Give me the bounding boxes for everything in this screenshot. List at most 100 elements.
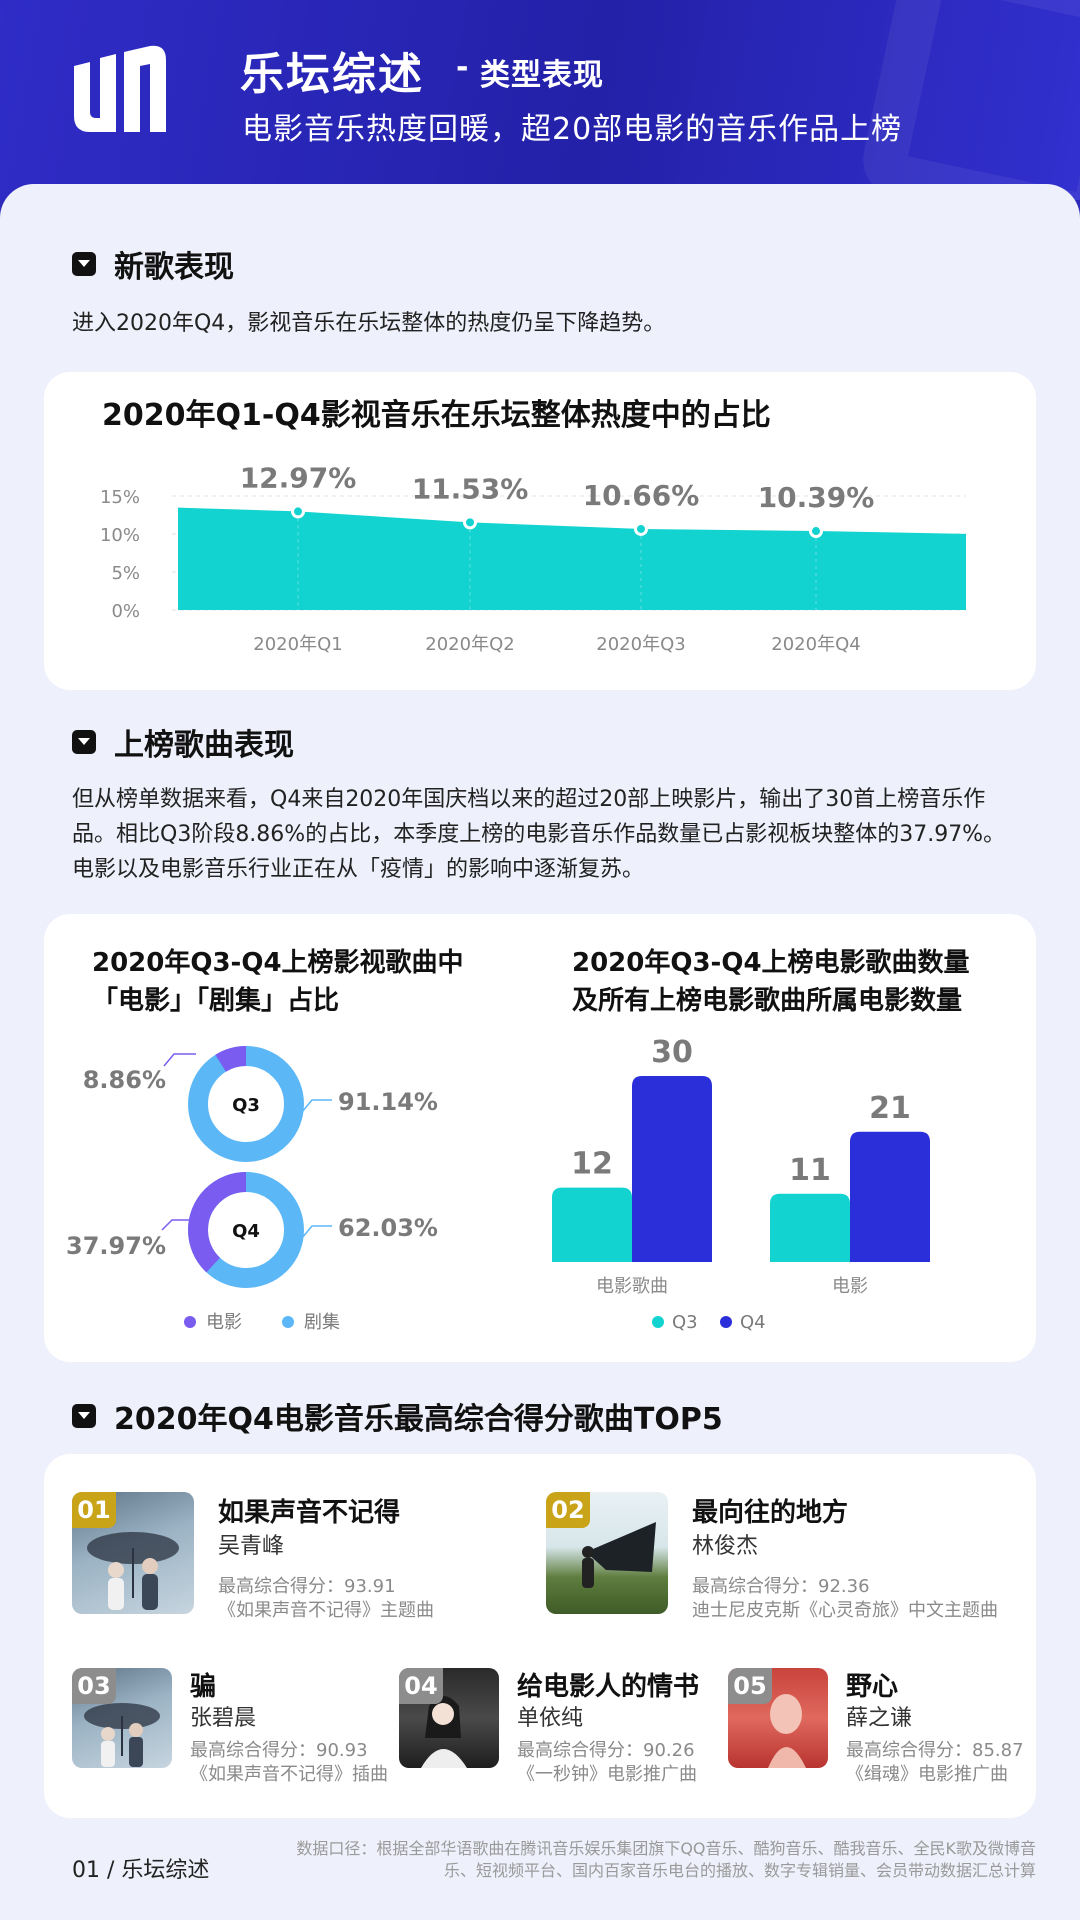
section-new-songs-heading: 新歌表现: [72, 242, 234, 286]
song-note: 《如果声音不记得》主题曲: [218, 1600, 434, 1621]
song-score: 最高综合得分：90.26: [517, 1740, 695, 1761]
album-cover: 05: [728, 1668, 828, 1768]
donut-chart-title-line1: 2020年Q3-Q4上榜影视歌曲中: [92, 948, 464, 978]
header-decoration: [855, 0, 1080, 200]
share-trend-card: 2020年Q1-Q4影视音乐在乐坛整体热度中的占比 0% 5% 10% 15% 12.9…: [44, 372, 1036, 690]
album-cover: 04: [399, 1668, 499, 1768]
leader-line: [301, 1099, 332, 1113]
section-title: 2020年Q4电影音乐最高综合得分歌曲TOP5: [114, 1402, 723, 1437]
song-title: 骗: [190, 1672, 217, 1702]
donut-movie-slice: [188, 1046, 304, 1162]
bar-value-label: 21: [869, 1091, 911, 1126]
top5-item-1[interactable]: 01 如果声音不记得 吴青峰 最高综合得分：93.91 《如果声音不记得》主题曲: [72, 1492, 512, 1622]
top5-item-5[interactable]: 05 野心 薛之谦 最高综合得分：85.87 《缉魂》电影推广曲: [728, 1668, 1028, 1785]
rank-badge: 05: [728, 1668, 772, 1704]
section-new-songs-text: 进入2020年Q4，影视音乐在乐坛整体的热度仍呈下降趋势。: [72, 311, 666, 336]
data-point: [294, 507, 302, 516]
top5-item-3[interactable]: 03 骗 张碧晨 最高综合得分：90.93 《如果声音不记得》插曲: [72, 1668, 388, 1785]
cover-art: [84, 1703, 160, 1767]
legend-label: 剧集: [304, 1312, 340, 1333]
movie-song-bar-chart: 12 30 电影歌曲 11 21 电影 Q3 Q4: [552, 1035, 930, 1333]
donut-chart-title: 2020年Q3-Q4上榜影视歌曲中 「电影」「剧集」占比: [92, 944, 464, 1020]
x-tick-label: 2020年Q2: [425, 634, 514, 655]
legend-swatch: [652, 1316, 664, 1328]
bar-q4: [632, 1076, 712, 1262]
cover-art: [582, 1522, 656, 1588]
movie-share-label: 8.86%: [83, 1066, 166, 1094]
bar-q3: [552, 1187, 632, 1262]
section-top5-heading: 2020年Q4电影音乐最高综合得分歌曲TOP5: [72, 1394, 723, 1438]
donut-movie-slice: [188, 1172, 304, 1288]
song-score: 最高综合得分：85.87: [846, 1740, 1024, 1761]
data-point: [812, 527, 820, 536]
cover-art: [87, 1532, 179, 1610]
bar-value-label: 30: [651, 1035, 693, 1070]
donut-center-label: Q4: [232, 1221, 260, 1242]
dropdown-square-icon: [72, 252, 96, 276]
chart-title: 2020年Q1-Q4影视音乐在乐坛整体热度中的占比: [102, 398, 771, 433]
song-title: 如果声音不记得: [218, 1498, 401, 1528]
header-banner: 乐坛综述 - 类型表现 电影音乐热度回暖，超20部电影的音乐作品上榜: [0, 0, 1080, 200]
album-cover: 01: [72, 1492, 194, 1614]
bar-chart-title-line2: 及所有上榜电影歌曲所属电影数量: [572, 986, 963, 1016]
song-artist: 林俊杰: [692, 1534, 759, 1559]
data-point: [637, 524, 645, 533]
x-tick-label: 2020年Q4: [771, 634, 860, 655]
song-score: 最高综合得分：93.91: [218, 1576, 396, 1597]
song-artist: 薛之谦: [846, 1706, 913, 1731]
value-label: 11.53%: [412, 472, 529, 505]
chart-songs-card: 2020年Q3-Q4上榜影视歌曲中 「电影」「剧集」占比 2020年Q3-Q4上…: [44, 914, 1036, 1362]
legend-swatch: [184, 1316, 196, 1328]
bar-chart-title-line1: 2020年Q3-Q4上榜电影歌曲数量: [572, 948, 970, 978]
cover-art: [768, 1694, 806, 1768]
header-title: 乐坛综述: [240, 49, 424, 100]
y-tick-label: 0%: [111, 601, 140, 622]
album-cover: 02: [546, 1492, 668, 1614]
dropdown-square-icon: [72, 1404, 96, 1428]
y-tick-label: 5%: [111, 563, 140, 584]
header-title-sub: 类型表现: [480, 58, 604, 93]
legend-swatch: [282, 1316, 294, 1328]
leader-line: [163, 1053, 196, 1067]
header-title-separator: -: [456, 50, 469, 85]
section-title: 新歌表现: [114, 250, 234, 285]
movie-share-label: 37.97%: [66, 1232, 166, 1260]
song-artist: 张碧晨: [190, 1706, 257, 1731]
song-note: 《一秒钟》电影推广曲: [517, 1764, 697, 1785]
y-tick-label: 10%: [100, 525, 140, 546]
song-artist: 吴青峰: [218, 1534, 285, 1559]
song-note: 《缉魂》电影推广曲: [846, 1764, 1008, 1785]
series-share-label: 62.03%: [338, 1214, 438, 1242]
song-title: 野心: [846, 1672, 899, 1702]
value-label: 10.66%: [583, 479, 700, 512]
page-indicator: 01 / 乐坛综述: [72, 1858, 210, 1883]
rank-badge: 01: [72, 1492, 116, 1528]
song-note: 迪士尼皮克斯《心灵奇旅》中文主题曲: [692, 1600, 998, 1621]
top5-item-4[interactable]: 04 给电影人的情书 单依纯 最高综合得分：90.26 《一秒钟》电影推广曲: [399, 1668, 709, 1785]
value-label: 12.97%: [240, 461, 357, 494]
rank-badge: 04: [399, 1668, 443, 1704]
donut-chart-title-line2: 「电影」「剧集」占比: [92, 986, 340, 1016]
x-tick-label: 2020年Q1: [253, 634, 342, 655]
song-score: 最高综合得分：90.93: [190, 1740, 368, 1761]
header-subtitle: 电影音乐热度回暖，超20部电影的音乐作品上榜: [242, 112, 903, 147]
song-note: 《如果声音不记得》插曲: [190, 1764, 388, 1785]
section-title: 上榜歌曲表现: [114, 728, 294, 763]
bar-q3: [770, 1193, 850, 1262]
share-area-chart: 0% 5% 10% 15% 12.97% 2020年Q1 11.53% 2020年Q2 10.6…: [100, 461, 966, 655]
top5-card: 01 如果声音不记得 吴青峰 最高综合得分：93.91 《如果声音不记得》主题曲…: [44, 1454, 1036, 1818]
song-score: 最高综合得分：92.36: [692, 1576, 870, 1597]
legend-label: 电影: [206, 1312, 242, 1333]
x-tick-label: 2020年Q3: [596, 634, 685, 655]
section-chart-songs-heading: 上榜歌曲表现: [72, 720, 294, 764]
top5-item-2[interactable]: 02 最向往的地方 林俊杰 最高综合得分：92.36 迪士尼皮克斯《心灵奇旅》中…: [546, 1492, 1016, 1622]
leader-line: [161, 1219, 194, 1231]
series-share-label: 91.14%: [338, 1088, 438, 1116]
section-chart-songs-text: 但从榜单数据来看，Q4来自2020年国庆档以来的超过20部上映影片，输出了30首…: [72, 787, 1006, 882]
cover-art: [421, 1696, 467, 1768]
legend-label: Q4: [740, 1312, 766, 1333]
data-source-note: 数据口径：根据全部华语歌曲在腾讯音乐娱乐集团旗下QQ音乐、酷狗音乐、酷我音乐、全…: [296, 1839, 1036, 1880]
song-artist: 单依纯: [517, 1706, 584, 1731]
bar-value-label: 11: [789, 1153, 831, 1188]
uni-logo: [74, 45, 166, 132]
